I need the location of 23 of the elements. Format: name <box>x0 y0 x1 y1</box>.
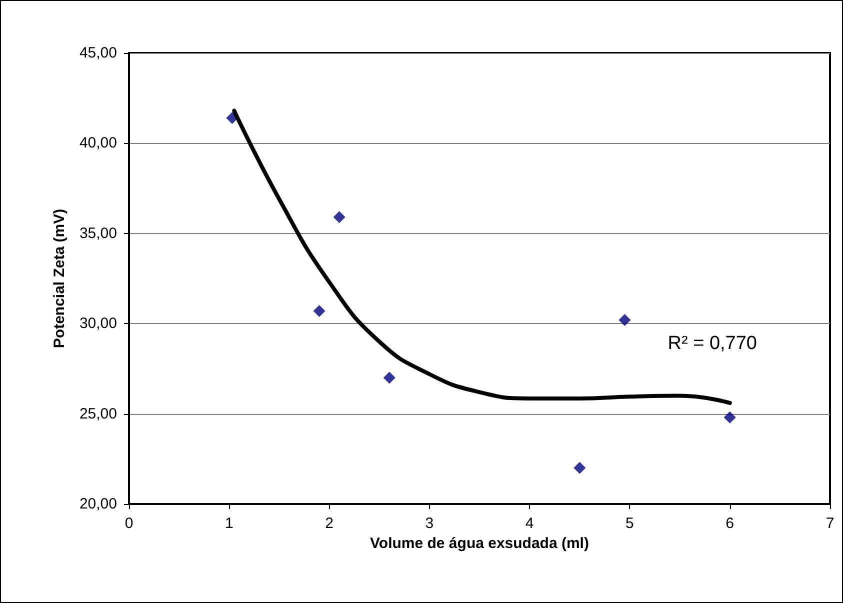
point <box>574 462 586 474</box>
x-axis-title: Volume de água exsudada (ml) <box>370 535 589 552</box>
x-tick-label: 2 <box>325 515 334 532</box>
y-tick-label: 25,00 <box>79 405 117 422</box>
y-tick-label: 35,00 <box>79 224 117 242</box>
x-tick-label: 6 <box>726 515 734 532</box>
x-tick-label: 7 <box>826 515 834 532</box>
y-tick-label: 30,00 <box>79 315 117 332</box>
point <box>383 372 396 384</box>
x-tick-label: 5 <box>626 515 634 532</box>
y-tick-label: 45,00 <box>79 44 117 62</box>
x-tick-label: 3 <box>425 515 434 532</box>
x-tick-label: 4 <box>525 515 534 532</box>
y-axis-title: Potencial Zeta (mV) <box>51 208 68 348</box>
point <box>724 411 736 424</box>
point <box>618 314 631 326</box>
annotation: R² = 0,770 <box>668 333 757 354</box>
y-tick-label: 40,00 <box>79 134 117 152</box>
y-tick-label: 20,00 <box>79 496 117 512</box>
point <box>333 211 346 224</box>
point <box>313 304 326 317</box>
x-tick-label: 1 <box>224 515 234 532</box>
x-tick-label: 0 <box>124 515 134 532</box>
